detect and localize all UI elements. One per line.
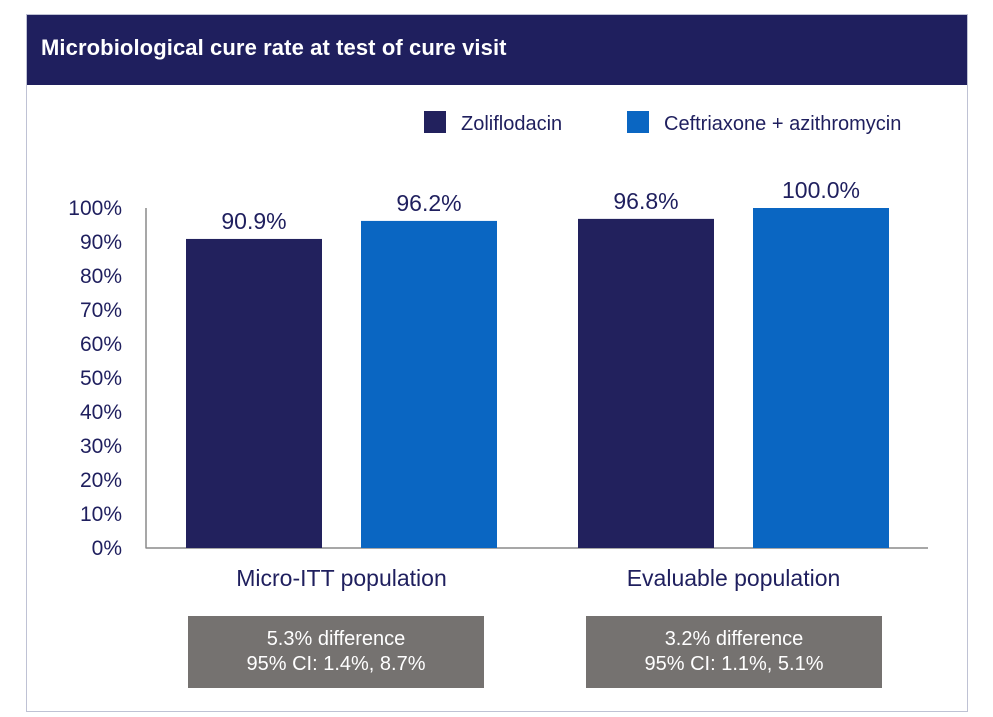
y-tick-label: 30% — [80, 435, 122, 458]
y-tick-label: 90% — [80, 231, 122, 254]
y-tick-label: 100% — [68, 197, 122, 220]
y-tick-label: 50% — [80, 367, 122, 390]
data-label: 96.2% — [396, 190, 461, 216]
y-tick-label: 0% — [92, 537, 122, 560]
confidence-interval-text: 95% CI: 1.4%, 8.7% — [246, 653, 426, 675]
y-tick-label: 20% — [80, 469, 122, 492]
bar — [578, 218, 714, 548]
x-category-label: Evaluable population — [627, 565, 841, 591]
data-label: 96.8% — [613, 188, 678, 214]
y-tick-label: 60% — [80, 333, 122, 356]
y-tick-label: 70% — [80, 299, 122, 322]
legend-swatch — [424, 111, 446, 133]
chart-header: Microbiological cure rate at test of cur… — [27, 15, 967, 85]
legend-swatch — [627, 111, 649, 133]
data-label: 100.0% — [782, 177, 860, 203]
y-tick-label: 40% — [80, 401, 122, 424]
data-label: 90.9% — [221, 208, 286, 234]
difference-text: 3.2% difference — [664, 628, 804, 650]
difference-text: 5.3% difference — [266, 628, 406, 650]
bar — [186, 238, 322, 548]
y-tick-label: 10% — [80, 503, 122, 526]
legend-label: Ceftriaxone + azithromycin — [664, 113, 901, 135]
difference-box-evaluable: 3.2% difference 95% CI: 1.1%, 5.1% — [586, 616, 882, 688]
legend-label: Zoliflodacin — [461, 113, 562, 135]
y-tick-label: 80% — [80, 265, 122, 288]
chart-title: Microbiological cure rate at test of cur… — [41, 35, 507, 60]
bar — [361, 220, 497, 549]
confidence-interval-text: 95% CI: 1.1%, 5.1% — [644, 653, 824, 675]
x-category-label: Micro-ITT population — [236, 565, 447, 591]
bar — [753, 208, 889, 548]
difference-box-micro-itt: 5.3% difference 95% CI: 1.4%, 8.7% — [188, 616, 484, 688]
